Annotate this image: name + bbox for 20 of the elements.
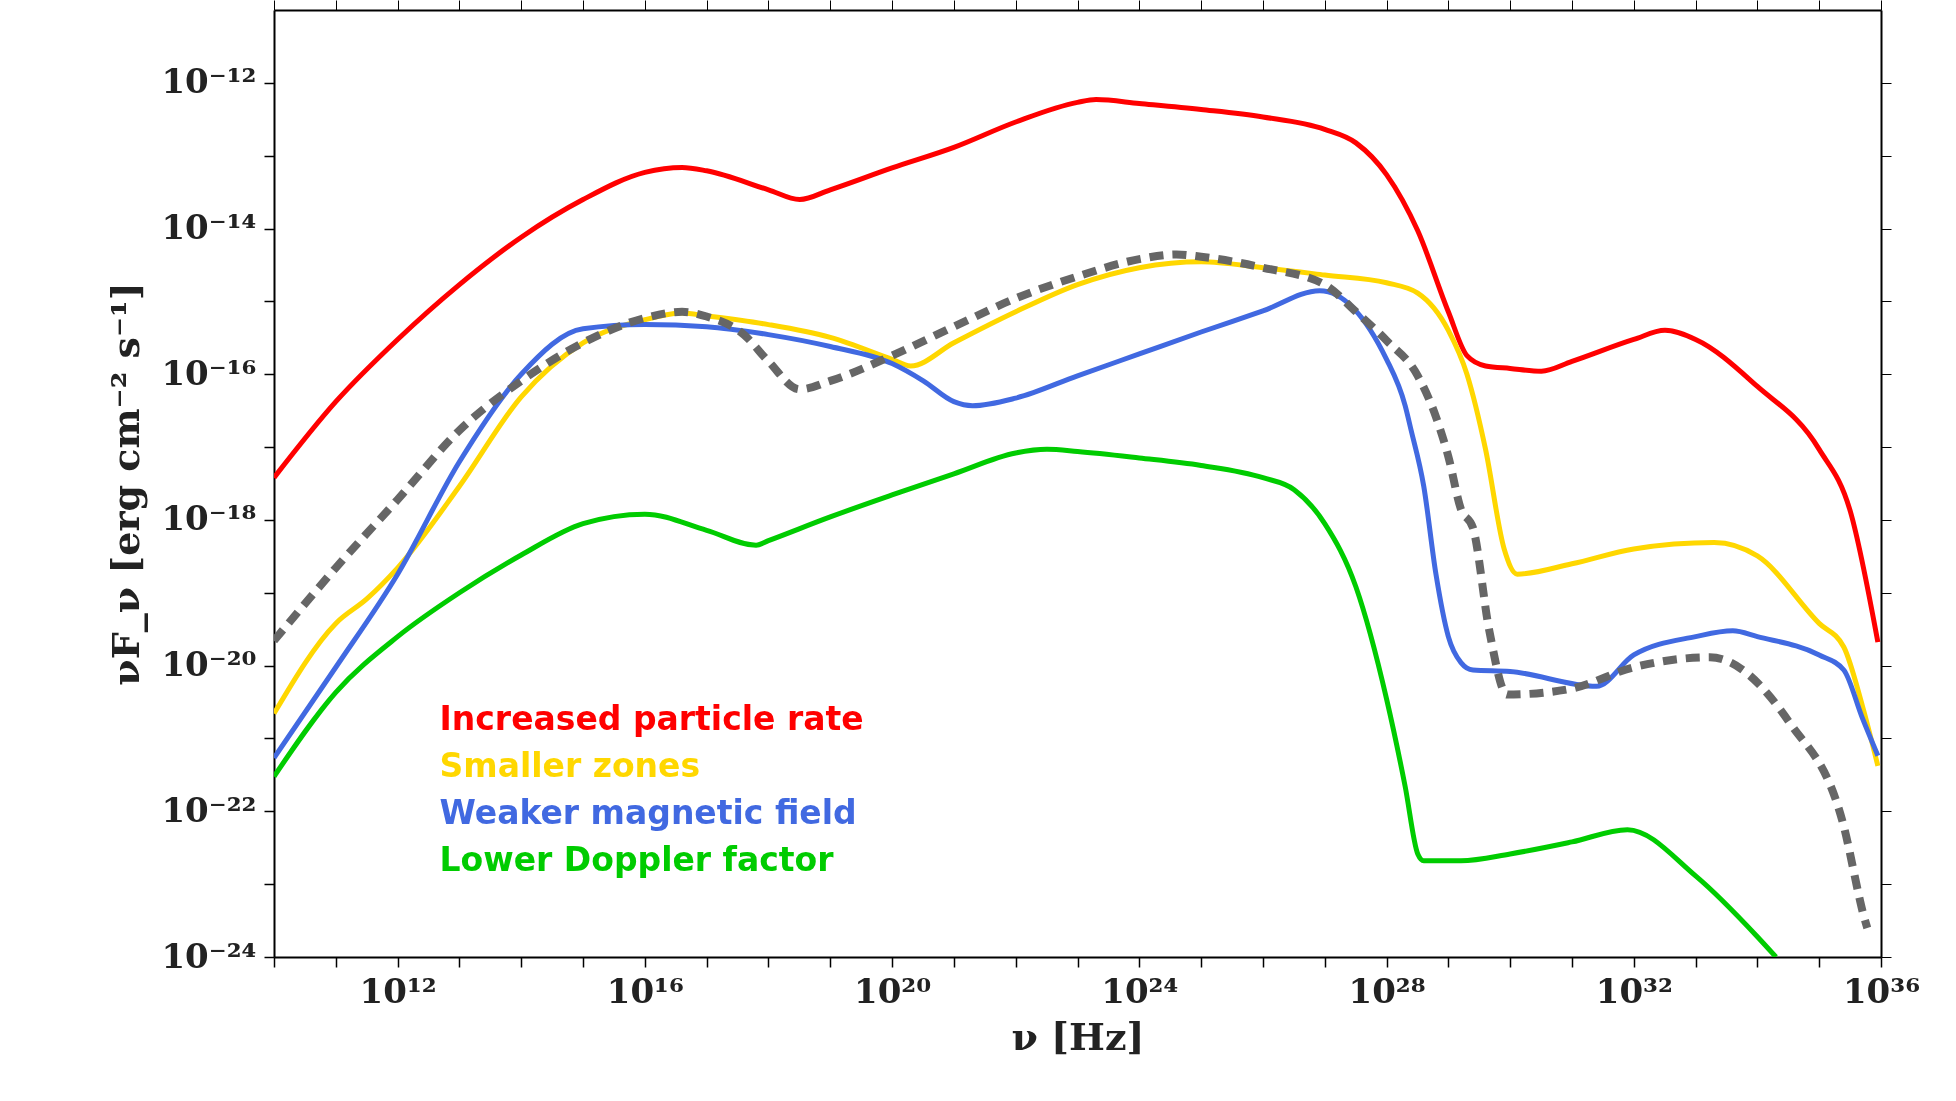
text: Smaller zones [439, 746, 701, 786]
x-tick-label: 10²⁴ [1101, 970, 1179, 1011]
y-tick-label: 10⁻¹⁶ [161, 352, 257, 393]
x-tick-label: 10²⁰ [854, 970, 932, 1011]
y-tick-label: 10⁻²² [161, 789, 257, 830]
text: Weaker magnetic field [439, 793, 857, 833]
y-tick-label: 10⁻¹⁴ [161, 207, 257, 248]
x-tick-label: 10³⁶ [1842, 970, 1921, 1011]
y-tick-label: 10⁻²⁰ [161, 644, 257, 685]
y-tick-label: 10⁻²⁴ [161, 935, 257, 976]
y-tick-label: 10⁻¹⁸ [161, 498, 257, 539]
text: Lower Doppler factor [439, 840, 835, 880]
x-tick-label: 10¹⁶ [606, 970, 684, 1011]
x-tick-label: 10³² [1595, 970, 1673, 1011]
text: Increased particle rate [439, 699, 864, 739]
x-axis-title: ν [Hz] [1011, 1013, 1145, 1059]
x-tick-label: 10¹² [359, 970, 437, 1011]
y-axis-title: νF_ν [erg cm⁻² s⁻¹] [103, 282, 149, 686]
x-tick-label: 10²⁸ [1348, 970, 1426, 1011]
y-tick-label: 10⁻¹² [161, 61, 257, 102]
